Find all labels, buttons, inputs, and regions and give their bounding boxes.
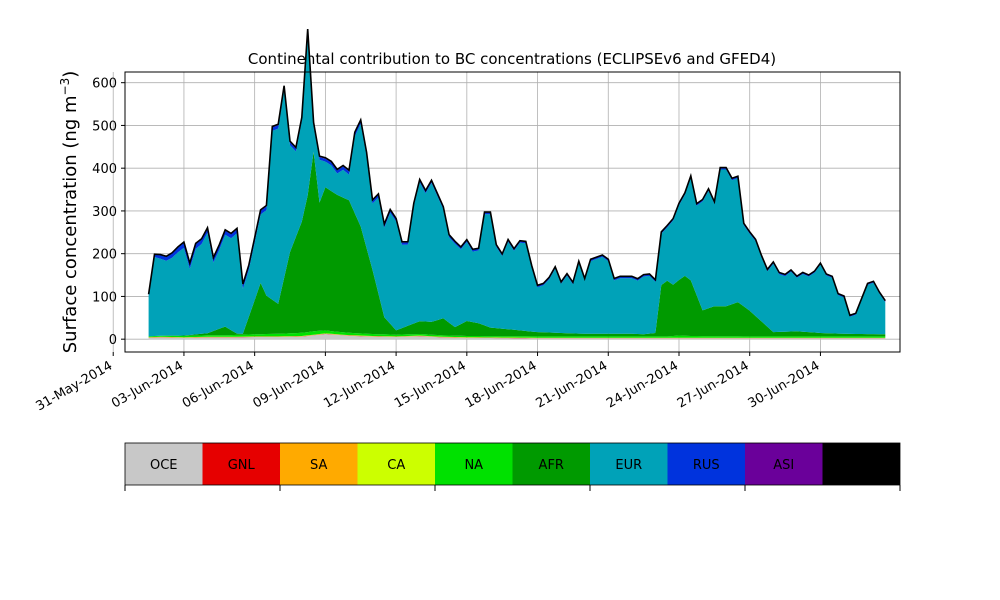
x-tick-label: 21-Jun-2014	[533, 358, 610, 411]
area-eur	[148, 32, 886, 337]
legend-label-asi: ASI	[773, 458, 794, 473]
x-tick-label: 03-Jun-2014	[109, 358, 186, 411]
legend-label-gnl: GNL	[228, 458, 256, 473]
y-tick-label: 100	[92, 290, 117, 305]
total-concentration-line	[147, 29, 886, 317]
x-tick-label: 06-Jun-2014	[180, 358, 257, 411]
legend-label-aus: AUS	[848, 458, 875, 473]
area-afr	[148, 151, 886, 337]
legend-swatch-sa	[280, 443, 358, 485]
stacked-areas	[148, 29, 886, 340]
y-tick-label: 200	[92, 248, 117, 263]
legend-label-eur: EUR	[615, 458, 642, 473]
y-tick-label: 600	[92, 77, 117, 92]
x-tick-label: 31-May-2014	[34, 358, 116, 414]
x-tick-label: 24-Jun-2014	[604, 358, 681, 411]
legend-swatch-asi	[745, 443, 823, 485]
area-na	[148, 330, 886, 338]
legend-label-afr: AFR	[539, 458, 564, 473]
legend-label-rus: RUS	[693, 458, 720, 473]
plot-frame	[124, 71, 901, 353]
x-tick-label: 09-Jun-2014	[251, 358, 328, 411]
y-axis-label-main: Surface concentration (ng m	[60, 95, 81, 353]
y-tick-label: 500	[92, 119, 117, 134]
x-tick-label: 15-Jun-2014	[392, 358, 469, 411]
y-axis-label-close: )	[60, 71, 81, 78]
y-tick-label: 0	[109, 333, 117, 348]
y-tick-label: 300	[92, 205, 117, 220]
legend-swatch-eur	[590, 443, 668, 485]
region-color-legend: OCE GNL SA CA NA AFR EUR RUS ASI AUS	[124, 442, 901, 491]
x-tick-label: 27-Jun-2014	[675, 358, 752, 411]
y-axis-ticks: 0 100 200 300 400 500 600	[92, 77, 125, 348]
total-line	[147, 29, 886, 317]
y-axis-label: Surface concentration (ng m−3)	[58, 71, 81, 354]
legend-swatch-rus	[667, 443, 745, 485]
area-oce	[148, 334, 886, 340]
legend-label-oce: OCE	[150, 458, 178, 473]
legend-swatch-na	[435, 443, 513, 485]
x-tick-label: 30-Jun-2014	[746, 358, 823, 411]
x-tick-label: 18-Jun-2014	[463, 358, 540, 411]
legend-swatch-ca	[357, 443, 435, 485]
legend-frame	[124, 442, 901, 486]
legend-swatch-afr	[512, 443, 590, 485]
y-tick-label: 400	[92, 162, 117, 177]
legend-swatch-aus	[822, 443, 900, 485]
legend-label-na: NA	[464, 458, 483, 473]
legend-label-ca: CA	[387, 458, 405, 473]
x-tick-label: 12-Jun-2014	[321, 358, 398, 411]
chart-title: Continental contribution to BC concentra…	[248, 50, 776, 68]
y-axis-label-superscript: −3	[58, 78, 72, 96]
legend-swatch-gnl	[202, 443, 280, 485]
legend-swatch-oce	[125, 443, 203, 485]
x-axis-ticks: 31-May-201403-Jun-201406-Jun-201409-Jun-…	[34, 352, 823, 414]
legend-label-sa: SA	[310, 458, 327, 473]
